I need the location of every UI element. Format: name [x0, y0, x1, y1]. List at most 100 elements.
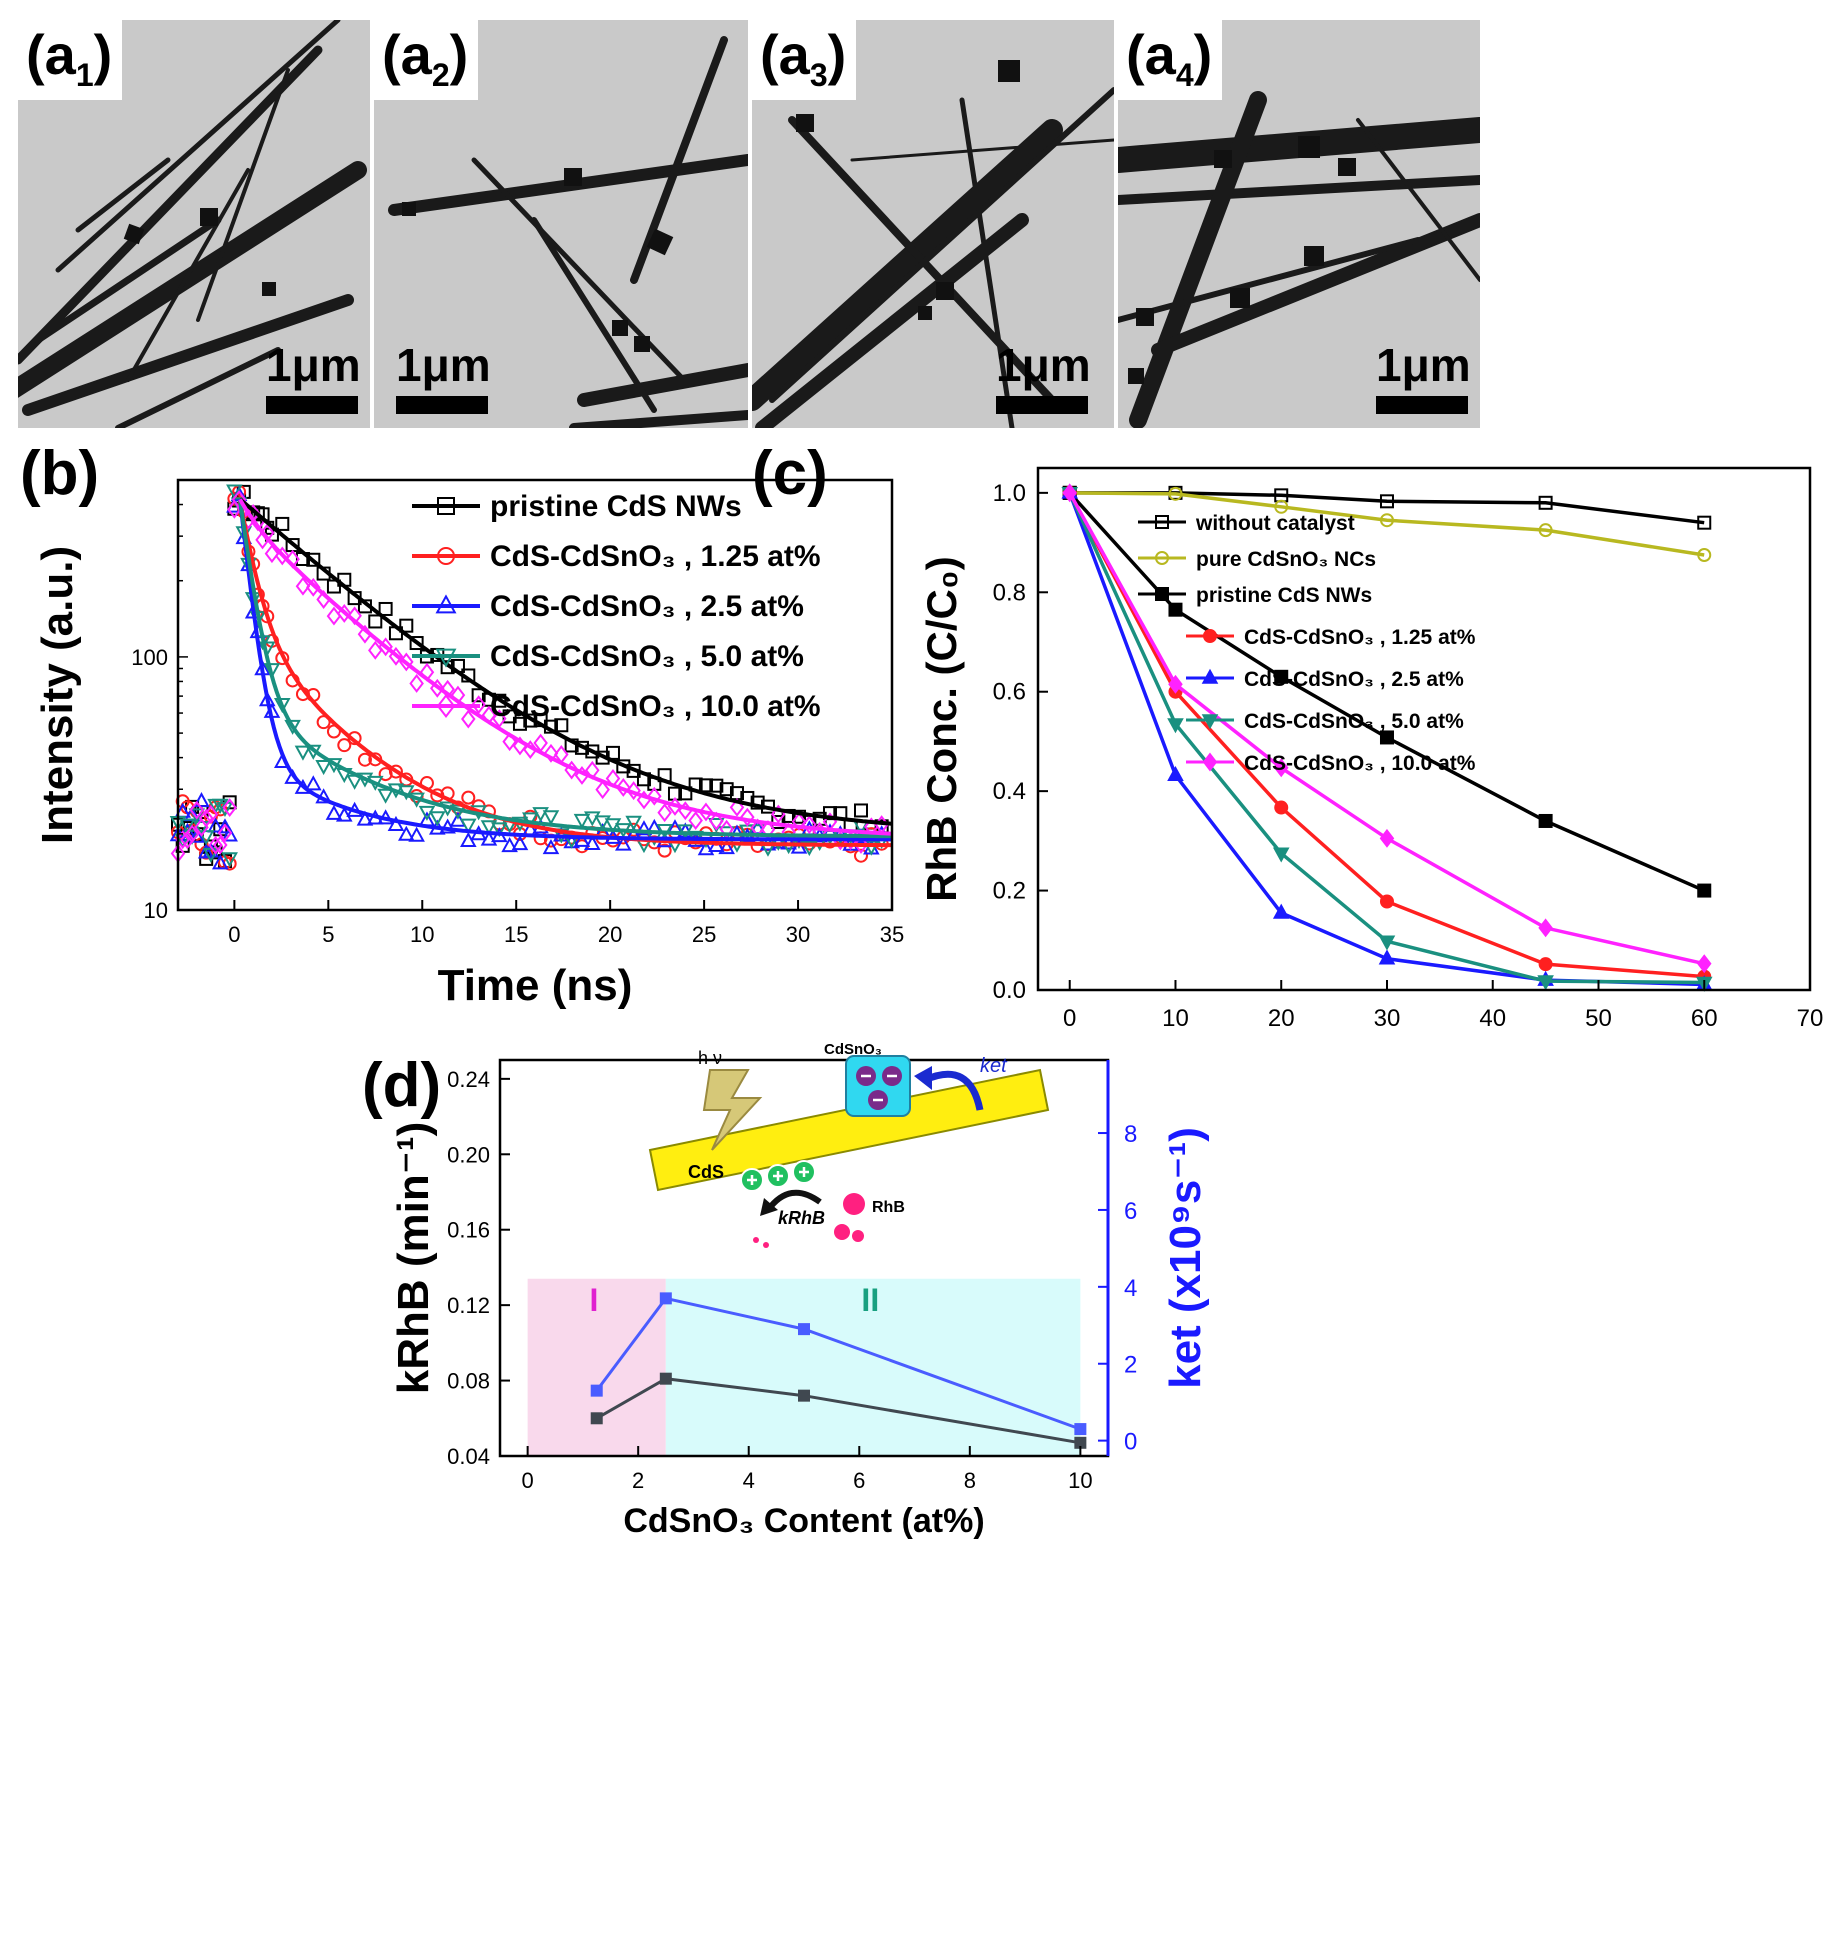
data-point — [659, 1292, 672, 1305]
data-point — [659, 1372, 672, 1385]
data-point — [461, 709, 476, 729]
region-label-II: II — [861, 1282, 879, 1318]
legend-label: CdS-CdSnO₃ , 5.0 at% — [1244, 710, 1464, 733]
scale-bar-label: 1μm — [266, 339, 361, 391]
scale-bar: 1μm — [266, 338, 361, 414]
data-point — [491, 822, 508, 838]
data-point — [221, 852, 238, 868]
y-axis-label: Intensity (a.u.) — [33, 546, 82, 844]
data-point — [337, 738, 352, 753]
x-tick-label: 60 — [1691, 1005, 1718, 1032]
x-tick-label: 40 — [1479, 1005, 1506, 1032]
data-point — [798, 1323, 810, 1336]
y-left-tick-label: 0.24 — [447, 1067, 490, 1092]
y-left-tick-label: 0.16 — [447, 1218, 490, 1243]
series-line — [1068, 492, 1705, 966]
data-point — [590, 1412, 603, 1425]
data-point — [698, 778, 713, 793]
data-point — [480, 830, 498, 846]
data-point — [688, 811, 703, 830]
data-point — [625, 815, 642, 831]
data-point — [368, 640, 383, 660]
data-point — [626, 781, 641, 801]
tem-label-a1: (a1) — [18, 20, 123, 101]
data-point — [273, 698, 291, 714]
data-point — [213, 835, 228, 855]
data-point — [750, 795, 765, 810]
data-point — [1074, 1436, 1087, 1449]
data-point — [184, 824, 200, 844]
data-point — [264, 544, 280, 564]
y-left-tick-label: 0.20 — [447, 1142, 490, 1167]
series-6 — [1062, 483, 1712, 974]
data-point — [326, 606, 342, 626]
data-point — [1538, 523, 1553, 538]
data-point — [1538, 918, 1553, 938]
scale-bar: 1μm — [1376, 338, 1471, 414]
data-point — [460, 818, 477, 834]
data-point — [1168, 674, 1183, 694]
rhb-fragment — [753, 1237, 759, 1243]
tem-label-sub: 4 — [1175, 57, 1194, 94]
y-tick-label: 10 — [144, 898, 168, 923]
x-tick-label: 0 — [522, 1468, 534, 1493]
y-right-tick-label: 2 — [1124, 1352, 1137, 1379]
x-tick-label: 10 — [1162, 1005, 1189, 1032]
x-tick-label: 10 — [410, 922, 434, 947]
data-point — [188, 827, 206, 843]
series-1 — [1062, 485, 1712, 562]
nanowire-texture — [752, 60, 1114, 428]
legend-marker — [1202, 752, 1218, 772]
y-left-tick-label: 0.12 — [447, 1293, 490, 1318]
data-point — [226, 484, 243, 500]
data-point — [1538, 813, 1553, 828]
data-point — [1167, 718, 1184, 734]
tem-label-sub: 1 — [75, 57, 94, 94]
data-point — [791, 812, 807, 831]
series-2-fit-line — [238, 498, 892, 842]
tem-label-a2: (a2) — [374, 20, 479, 101]
data-point — [198, 808, 214, 828]
lightning-icon — [702, 1069, 763, 1151]
tem-label-letter: a — [1144, 23, 1176, 86]
data-point — [1538, 495, 1553, 510]
legend-marker — [1201, 714, 1219, 730]
y-right-tick-label: 4 — [1124, 1275, 1137, 1302]
data-point — [429, 811, 446, 827]
data-point — [573, 813, 591, 830]
x-tick-label: 4 — [743, 1468, 755, 1493]
data-point — [1697, 515, 1712, 530]
data-point — [635, 820, 653, 836]
tem-label-sub: 2 — [431, 57, 450, 94]
y-tick-label: 0.8 — [993, 579, 1026, 606]
legend-marker — [435, 594, 457, 614]
data-point — [1274, 800, 1289, 815]
x-tick-label: 35 — [880, 922, 904, 947]
x-tick-label: 15 — [504, 922, 528, 947]
x-tick-label: 30 — [1374, 1005, 1401, 1032]
data-point — [306, 577, 321, 597]
y-tick-label: 0.6 — [993, 679, 1026, 706]
data-point — [719, 819, 734, 839]
data-point — [1379, 494, 1394, 509]
data-point — [294, 745, 312, 761]
data-point — [522, 812, 539, 828]
ket-label: ket — [980, 1055, 1008, 1077]
data-point — [1379, 730, 1394, 745]
data-point — [1168, 602, 1183, 617]
data-point — [368, 614, 383, 629]
data-point — [387, 815, 405, 831]
tem-image-a1: (a1) 1μm — [18, 20, 370, 428]
data-point — [492, 693, 507, 708]
data-point — [222, 798, 237, 818]
legend-label: pure CdSnO₃ NCs — [1196, 548, 1376, 571]
cdsno3-label: CdSnO₃ — [824, 1041, 882, 1058]
y-tick-label: 0.0 — [993, 977, 1026, 1004]
nanowire-texture — [388, 36, 748, 428]
data-point — [378, 601, 393, 616]
panel-label-c: (c) — [752, 439, 828, 508]
data-point — [802, 815, 817, 835]
plot-frame — [176, 478, 894, 912]
tem-label-sub: 3 — [809, 57, 828, 94]
data-point — [647, 786, 662, 806]
